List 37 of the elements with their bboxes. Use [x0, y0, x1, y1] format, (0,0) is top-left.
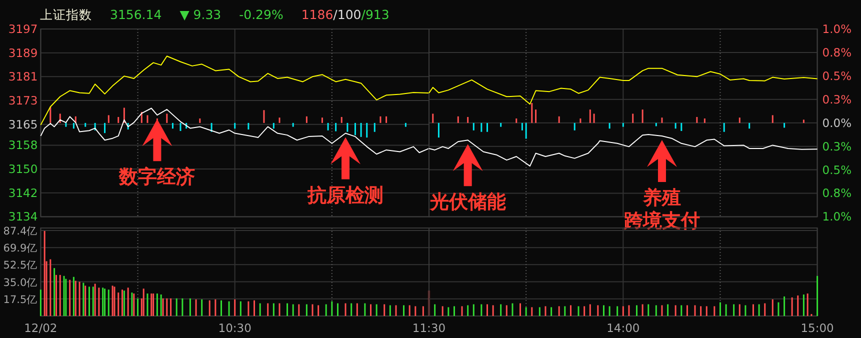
x-tick-label: 11:30 — [412, 321, 446, 335]
y2-tick-label: 0.8% — [822, 186, 852, 200]
y-tick-label: 69.9亿 — [3, 242, 38, 255]
y-tick-label: 3165 — [8, 117, 38, 132]
y-tick-label: 17.5亿 — [3, 294, 38, 306]
text: -0.29% — [239, 7, 284, 22]
y-tick-label: 35.0亿 — [3, 276, 38, 289]
y-tick-label: 3189 — [8, 46, 38, 60]
text: 3156.14 — [110, 7, 162, 22]
y2-tick-label: 0.8% — [822, 45, 852, 60]
y-tick-label: 87.4亿 — [3, 226, 38, 238]
y2-tick-label: 1.0% — [822, 210, 852, 224]
y2-tick-label: 0.0% — [822, 116, 852, 130]
text: ▼ 9.33 — [180, 7, 222, 22]
y-tick-label: 3142 — [8, 186, 38, 200]
annotation: 养殖 — [642, 186, 681, 209]
y-tick-label: 3173 — [8, 94, 38, 108]
y2-tick-label: 0.3% — [822, 92, 852, 106]
annotation: 数字经济 — [118, 166, 196, 188]
y-tick-label: 3181 — [8, 70, 38, 84]
x-tick-label: 10:30 — [218, 321, 252, 335]
x-tick-label: 12/02 — [24, 321, 58, 335]
y-tick-label: 3158 — [8, 138, 38, 152]
y-tick-label: 3197 — [8, 22, 38, 36]
y2-tick-label: 0.5% — [822, 68, 852, 83]
chart-title: 上证指数 — [40, 7, 92, 22]
y-tick-label: 52.5亿 — [3, 260, 38, 272]
y2-tick-label: 0.3% — [822, 139, 852, 154]
annotation: 抗原检测 — [306, 184, 384, 206]
y-tick-label: 3134 — [8, 210, 38, 224]
y2-tick-label: 1.0% — [822, 22, 852, 36]
annotation: 光伏储能 — [428, 191, 506, 214]
y-tick-label: 3150 — [8, 162, 38, 176]
x-tick-label: 15:00 — [800, 321, 834, 335]
text: 1186/100/913 — [301, 7, 390, 22]
x-tick-label: 14:00 — [606, 321, 640, 335]
y2-tick-label: 0.5% — [822, 162, 852, 177]
